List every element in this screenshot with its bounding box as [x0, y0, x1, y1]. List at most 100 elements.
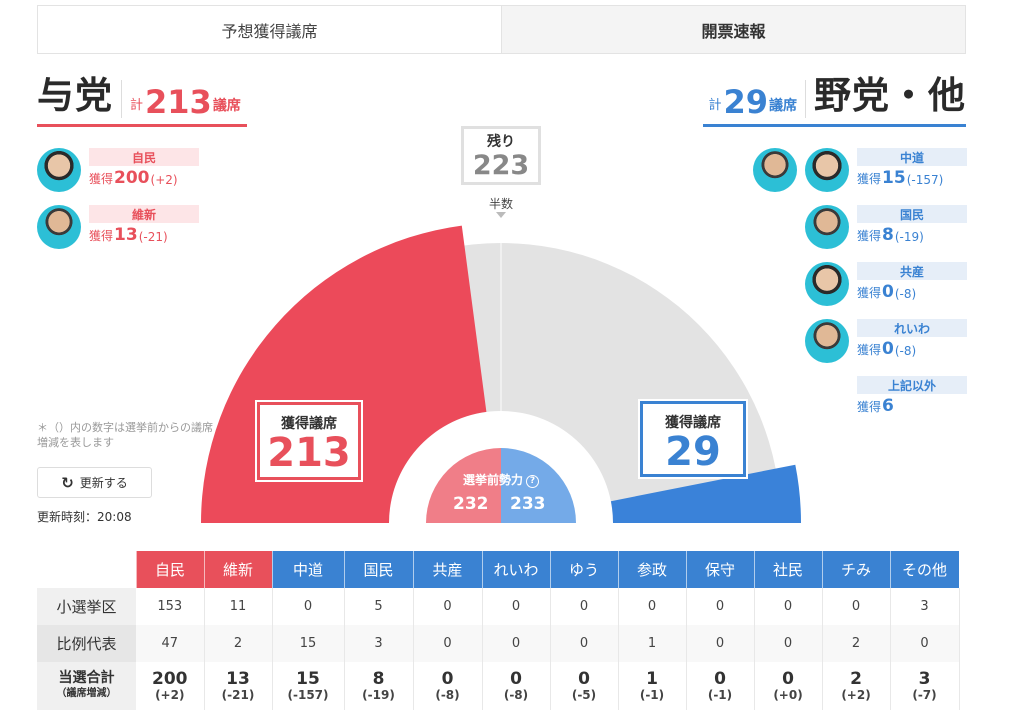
tab-forecast[interactable]: 予想獲得議席	[221, 21, 318, 41]
tab-live-results[interactable]: 開票速報	[501, 6, 965, 53]
remaining-value: 223	[472, 150, 530, 181]
total-cell: 15 (-157)	[272, 662, 345, 710]
total-cell: 200 (+2)	[136, 662, 205, 710]
total-cell: 8 (-19)	[344, 662, 414, 710]
prev-ruling-arc	[426, 448, 501, 523]
prev-ruling-value: 232	[453, 494, 489, 514]
party-kokumin: 国民 獲得 8 (-19)	[805, 205, 967, 249]
total-cell: 3 (-7)	[890, 662, 960, 710]
table-corner	[37, 551, 137, 588]
total-prefix: 計	[130, 98, 144, 113]
avatar	[37, 205, 81, 249]
opposition-header: 計 29 議席 野党・他	[708, 74, 966, 118]
seat-box-value: 29	[665, 429, 721, 475]
table-cell: 0	[550, 588, 619, 625]
refresh-button[interactable]: ↻ 更新する	[37, 467, 152, 498]
majority-label: 半数	[488, 197, 513, 211]
row-label: 小選挙区	[37, 588, 136, 625]
table-cell: 2	[822, 625, 891, 662]
party-name: れいわ	[857, 319, 967, 337]
avatar	[805, 262, 849, 306]
ruling-underline	[37, 124, 247, 127]
row-label: 当選合計 （議席増減）	[37, 662, 136, 710]
party-chudo: 中道 獲得 15 (-157)	[753, 148, 967, 192]
table-cell: 0	[413, 588, 483, 625]
view-tabs: 予想獲得議席 開票速報	[37, 5, 966, 54]
party-reiwa: れいわ 獲得 0 (-8)	[805, 319, 967, 363]
refresh-label: 更新する	[79, 476, 128, 490]
party-name: 共産	[857, 262, 967, 280]
update-time: 更新時刻：20:08	[37, 510, 132, 524]
column-header: れいわ	[482, 551, 551, 588]
party-name: 中道	[857, 148, 967, 166]
column-header: その他	[890, 551, 960, 588]
ruling-header: 与党 計 213 議席	[37, 74, 241, 118]
ruling-total-number: 213	[145, 83, 212, 121]
total-cell: 0 (-8)	[413, 662, 483, 710]
ruling-title: 与党	[37, 74, 113, 117]
help-icon[interactable]: ?	[526, 475, 539, 488]
column-header: チみ	[822, 551, 891, 588]
party-seats: 獲得 8 (-19)	[857, 225, 924, 245]
table-cell: 11	[204, 588, 273, 625]
table-cell: 0	[890, 625, 960, 662]
table-cell: 0	[754, 588, 823, 625]
column-header: 社民	[754, 551, 823, 588]
party-seats: 獲得 13 (-21)	[89, 225, 168, 245]
party-others: 上記以外 獲得 6	[857, 376, 967, 415]
total-cell: 0 (-8)	[482, 662, 551, 710]
party-seats: 獲得 0 (-8)	[857, 282, 917, 302]
table-cell: 0	[618, 588, 687, 625]
table-cell: 0	[482, 625, 551, 662]
column-header: 保守	[686, 551, 755, 588]
party-ishin: 維新 獲得 13 (-21)	[37, 205, 199, 249]
table-cell: 2	[204, 625, 273, 662]
ruling-total: 計 213 議席	[130, 86, 241, 118]
party-seats: 獲得 6	[857, 396, 894, 416]
party-seats: 獲得 15 (-157)	[857, 168, 944, 188]
column-header: 共産	[413, 551, 483, 588]
column-header: 自民	[136, 551, 205, 588]
avatar	[37, 148, 81, 192]
remaining-label: 残り	[487, 134, 515, 150]
column-header: 参政	[618, 551, 687, 588]
total-unit: 議席	[769, 98, 797, 114]
avatar	[805, 319, 849, 363]
table-cell: 0	[550, 625, 619, 662]
total-cell: 2 (+2)	[822, 662, 891, 710]
total-cell: 0 (-1)	[686, 662, 755, 710]
table-cell: 0	[686, 625, 755, 662]
opposition-title: 野党・他	[814, 74, 966, 117]
avatar	[805, 148, 849, 192]
prev-opposition-arc	[501, 448, 576, 523]
row-label: 比例代表	[37, 625, 136, 662]
divider	[805, 80, 806, 118]
column-header: 中道	[272, 551, 345, 588]
party-ldp: 自民 獲得 200 (+2)	[37, 148, 199, 192]
majority-arrow-icon	[496, 212, 506, 218]
party-kyosan: 共産 獲得 0 (-8)	[805, 262, 967, 306]
footnote: ＊（）内の数字は選挙前からの議席増減を表します	[37, 421, 213, 449]
ruling-seat-box: 獲得議席 213	[255, 400, 363, 482]
total-cell: 0 (+0)	[754, 662, 823, 710]
results-table: 自民 維新 中道 国民 共産 れいわ ゆう 参政 保守 社民 チみ その他 小選挙区 153 11 0 5 0 0…	[37, 551, 960, 710]
avatar	[753, 148, 797, 192]
seat-box-label: 獲得議席	[665, 415, 721, 431]
table-cell: 153	[136, 588, 205, 625]
total-unit: 議席	[212, 98, 241, 114]
table-row: 比例代表 47 2 15 3 0 0 0 1 0 0 2 0	[37, 625, 960, 662]
opposition-arc	[610, 464, 802, 523]
total-row: 当選合計 （議席増減） 200 (+2) 13 (-21) 15 (-157) 8 (-19) 0(…	[37, 662, 960, 710]
table-row: 小選挙区 153 11 0 5 0 0 0 0 0 0 0 3	[37, 588, 960, 625]
party-seats: 獲得 200 (+2)	[89, 168, 178, 188]
opposition-total-number: 29	[723, 83, 768, 121]
opposition-underline	[703, 124, 966, 127]
total-prefix: 計	[708, 98, 722, 113]
total-cell: 0 (-5)	[550, 662, 619, 710]
party-name: 自民	[89, 148, 199, 166]
remaining-box: 残り 223	[461, 126, 541, 185]
column-header: 維新	[204, 551, 273, 588]
column-header: 国民	[344, 551, 414, 588]
table-cell: 0	[822, 588, 891, 625]
table-cell: 47	[136, 625, 205, 662]
